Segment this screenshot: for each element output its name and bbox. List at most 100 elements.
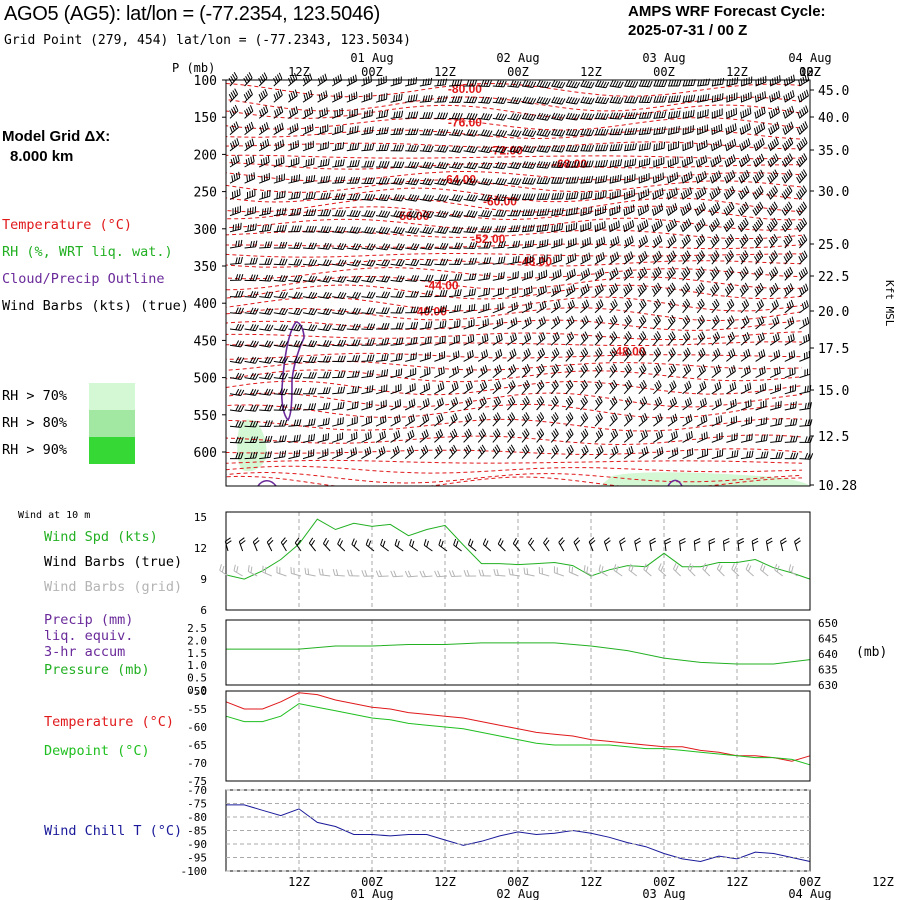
wind-barb	[390, 306, 405, 314]
wind-barb	[434, 351, 446, 362]
wind-barb	[638, 250, 648, 265]
wind-barb	[332, 107, 343, 119]
wind-barb-stroke	[594, 175, 608, 184]
wind-barb-stroke	[419, 77, 433, 87]
wind-barb	[361, 431, 372, 443]
wind-barb	[740, 399, 752, 411]
temperature-contour	[226, 380, 803, 396]
wind-barb	[346, 416, 358, 427]
wind-barb-stroke	[390, 430, 401, 443]
wind-barb	[784, 350, 796, 362]
wind-barb	[302, 157, 315, 168]
wind-barb-stroke	[770, 451, 784, 460]
wind-barb-stroke	[767, 137, 779, 152]
wind-barb	[463, 428, 472, 443]
wind-barb	[653, 126, 666, 136]
pressure-tick-label: 600	[194, 446, 217, 461]
wind-barb	[492, 396, 502, 411]
wind-barb-stroke	[375, 353, 389, 362]
wind-barb	[244, 257, 258, 265]
wind-barb-stroke	[609, 159, 623, 168]
wind-barb	[390, 226, 405, 235]
wind-barb-stroke	[273, 190, 286, 200]
wind-barb-stroke	[796, 121, 808, 135]
wind-barb	[609, 236, 620, 249]
wind-barb	[609, 299, 618, 314]
wind-barb	[781, 153, 793, 168]
wind-barb-stroke	[624, 80, 639, 88]
wind-barb-stroke	[302, 291, 318, 299]
temperature-contour-label: -44.00	[425, 278, 459, 292]
surface-wind-barb	[737, 537, 745, 552]
wind-barb	[361, 385, 374, 395]
wind-barb	[666, 266, 676, 281]
wind-barb-stroke	[753, 250, 764, 265]
wind-barb-stroke	[405, 274, 420, 282]
wind-barb-stroke	[724, 233, 735, 249]
wind-barb-stroke	[753, 137, 765, 152]
wind-barb	[273, 340, 289, 348]
wind-barb	[375, 259, 391, 267]
wind-barb-stroke	[390, 161, 405, 169]
wind-barb	[521, 301, 533, 314]
wind-barb	[361, 243, 376, 251]
top-date-label: 04 Aug	[788, 51, 831, 65]
wind-barb	[695, 250, 705, 265]
wind-barb-stroke	[711, 364, 721, 378]
wind-barb-stroke	[550, 363, 560, 378]
wind-barb-stroke	[784, 283, 794, 297]
pressure-tick-label: 635	[818, 664, 838, 677]
wind-barb-stroke	[680, 202, 692, 216]
wind-barb-stroke	[740, 91, 752, 103]
wind-barb-stroke	[551, 96, 566, 105]
wind-barb	[463, 79, 478, 87]
wind-barb-stroke	[521, 80, 537, 89]
bottom-time-tick-label: 00Z	[507, 875, 529, 889]
wind-barb	[799, 300, 809, 314]
wind-barb-stroke	[784, 418, 798, 427]
wind-barb	[753, 233, 764, 249]
wind-barb-stroke	[332, 176, 346, 184]
wind-barb-stroke	[738, 153, 751, 168]
wind-barb-stroke	[784, 384, 797, 395]
wind-barb-stroke	[463, 396, 473, 411]
wind-barb	[244, 420, 259, 428]
wind-barb-stroke	[740, 348, 751, 362]
wind-barb	[594, 379, 603, 395]
wind-barb	[551, 160, 566, 169]
grid-wind-barb-stroke	[731, 563, 740, 577]
wind-barb-stroke	[273, 224, 287, 233]
surface-wind-barb	[794, 537, 801, 552]
wind-barb	[784, 401, 797, 411]
wind-barb	[244, 189, 256, 200]
wind-barb-stroke	[770, 434, 783, 443]
wind-barb-stroke	[317, 275, 332, 283]
wind-barb-stroke	[536, 395, 545, 411]
wind-barb	[521, 348, 531, 362]
wind-barb-stroke	[405, 290, 419, 298]
wind-barb	[405, 337, 418, 346]
wind-barb-stroke	[652, 266, 662, 281]
wind-barb	[507, 428, 515, 443]
wind-barb-stroke	[755, 400, 767, 411]
wind-barb	[244, 451, 258, 460]
wind-barb	[507, 193, 522, 201]
wind-barb-stroke	[609, 428, 619, 443]
wind-barb	[477, 333, 489, 346]
wind-barb-stroke	[782, 121, 794, 135]
wind-barb	[332, 226, 347, 234]
surface-wind-barb	[543, 537, 550, 552]
wind-barb	[229, 420, 245, 428]
wind-barb	[784, 333, 795, 346]
wind-barb	[798, 234, 808, 249]
wind-barb-stroke	[317, 158, 330, 168]
wind-barb	[594, 236, 606, 249]
wind-barb	[784, 316, 795, 330]
wind-barb-stroke	[346, 275, 362, 283]
wind-barb	[361, 126, 374, 136]
grid-wind-barb	[434, 570, 448, 578]
legend-temperature-sfc: Temperature (°C)	[44, 714, 175, 730]
wind-barb-stroke	[332, 275, 347, 283]
wind-barb	[244, 404, 259, 412]
surface-wind-barb-stroke	[573, 537, 581, 552]
